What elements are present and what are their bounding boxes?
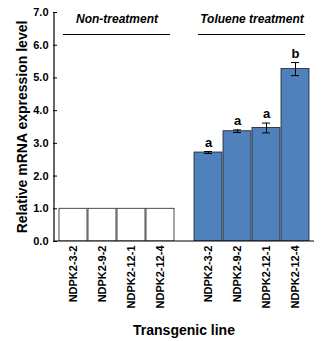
svg-text:NDPK2-12-1: NDPK2-12-1: [125, 246, 137, 309]
svg-text:NDPK2-12-1: NDPK2-12-1: [260, 246, 272, 309]
svg-text:3.0: 3.0: [33, 137, 48, 149]
svg-text:NDPK2-3-2: NDPK2-3-2: [67, 246, 79, 303]
svg-text:NDPK2-3-2: NDPK2-3-2: [202, 246, 214, 303]
svg-text:0.0: 0.0: [33, 235, 48, 247]
svg-text:5.0: 5.0: [33, 71, 48, 83]
svg-text:NDPK2-9-2: NDPK2-9-2: [96, 246, 108, 303]
svg-text:2.0: 2.0: [33, 170, 48, 182]
svg-text:Non-treatment: Non-treatment: [76, 12, 159, 26]
svg-text:a: a: [234, 113, 242, 128]
svg-text:b: b: [292, 46, 300, 61]
svg-text:6.0: 6.0: [33, 39, 48, 51]
svg-text:Transgenic line: Transgenic line: [133, 322, 235, 338]
svg-text:Toluene treatment: Toluene treatment: [200, 12, 305, 26]
svg-text:NDPK2-9-2: NDPK2-9-2: [231, 246, 243, 303]
svg-text:a: a: [263, 106, 271, 121]
svg-text:7.0: 7.0: [33, 6, 48, 18]
svg-text:NDPK2-12-4: NDPK2-12-4: [289, 245, 301, 309]
svg-text:a: a: [205, 135, 213, 150]
svg-text:4.0: 4.0: [33, 104, 48, 116]
svg-text:Relative mRNA expression level: Relative mRNA expression level: [14, 21, 30, 234]
svg-text:NDPK2-12-4: NDPK2-12-4: [154, 245, 166, 309]
svg-text:1.0: 1.0: [33, 202, 48, 214]
